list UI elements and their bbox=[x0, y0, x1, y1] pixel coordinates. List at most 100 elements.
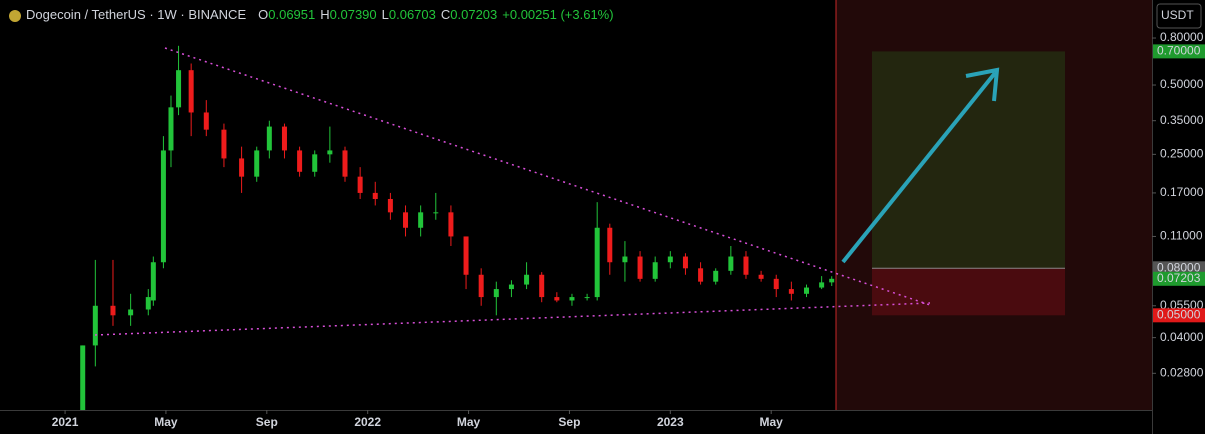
price-badge bbox=[1153, 308, 1205, 323]
candle-body bbox=[266, 126, 272, 151]
y-tick-label: 0.80000 bbox=[1160, 30, 1204, 44]
candle-body bbox=[297, 150, 303, 172]
low: 0.06703 bbox=[389, 7, 436, 22]
candle-body bbox=[743, 256, 749, 275]
candle-body bbox=[448, 212, 454, 237]
price-badge-label: 0.07203 bbox=[1157, 271, 1201, 285]
y-tick-label: 0.04000 bbox=[1160, 330, 1204, 344]
x-tick-label: 2022 bbox=[354, 415, 381, 429]
arrow bbox=[841, 67, 1000, 264]
close: 0.07203 bbox=[450, 7, 497, 22]
arrow-head bbox=[965, 67, 1000, 102]
candle-body bbox=[698, 268, 704, 282]
candle-body bbox=[128, 309, 134, 316]
coin-icon bbox=[9, 10, 21, 22]
price-badge-label: 0.05000 bbox=[1157, 307, 1201, 321]
candle-body bbox=[327, 150, 333, 155]
candle-body bbox=[312, 154, 318, 172]
low-label: L bbox=[382, 7, 389, 22]
candle-body bbox=[254, 150, 260, 177]
y-tick-label: 0.02800 bbox=[1160, 365, 1204, 379]
y-tick-label: 0.11000 bbox=[1160, 229, 1203, 243]
currency[interactable]: USDT bbox=[1161, 8, 1194, 22]
candle-body bbox=[773, 278, 779, 290]
y-tick-label: 0.17000 bbox=[1160, 185, 1204, 199]
y-tick-label: 0.35000 bbox=[1160, 113, 1204, 127]
candle-body bbox=[804, 287, 810, 294]
candle-body bbox=[622, 256, 628, 263]
candle-body bbox=[758, 274, 764, 279]
candle-body bbox=[493, 289, 499, 298]
candle-body bbox=[569, 297, 575, 301]
x-tick-label: May bbox=[760, 415, 784, 429]
lower-trendline bbox=[94, 302, 931, 336]
candle-body bbox=[357, 176, 363, 193]
upper-trendline bbox=[164, 47, 931, 306]
price-badge bbox=[1153, 44, 1205, 59]
x-tick-label: May bbox=[154, 415, 178, 429]
candle-body bbox=[176, 70, 182, 108]
price-badge-label: 0.08000 bbox=[1157, 260, 1201, 274]
x-tick-label: 2023 bbox=[657, 415, 684, 429]
candle-body bbox=[188, 70, 194, 113]
price-axis bbox=[1152, 0, 1205, 434]
candle-body bbox=[221, 129, 227, 159]
candle-body bbox=[168, 107, 174, 151]
price-badge-label: 0.70000 bbox=[1157, 44, 1201, 58]
high-label: H bbox=[320, 7, 329, 22]
candle-body bbox=[239, 158, 245, 177]
candle-body bbox=[788, 289, 794, 294]
high: 0.07390 bbox=[330, 7, 377, 22]
currency-button[interactable] bbox=[1156, 3, 1202, 29]
candle-body bbox=[607, 227, 613, 263]
price-badge bbox=[1153, 271, 1205, 286]
candle-body bbox=[728, 256, 734, 271]
candle-body bbox=[387, 198, 393, 213]
candle-body bbox=[539, 274, 545, 298]
axis-labels: 0.80000 0.50000 0.35000 0.25000 0.17000 0.110… bbox=[52, 30, 1205, 429]
candle-body bbox=[145, 297, 151, 310]
candle-body bbox=[478, 274, 484, 298]
x-tick-label: 2021 bbox=[52, 415, 79, 429]
candle-body bbox=[682, 256, 688, 269]
candle-body bbox=[92, 305, 98, 346]
candle-body bbox=[594, 227, 600, 298]
open: 0.06951 bbox=[268, 7, 315, 22]
candle-body bbox=[508, 284, 514, 290]
x-tick-label: Sep bbox=[558, 415, 580, 429]
candle-body bbox=[160, 150, 166, 263]
candle-body bbox=[403, 212, 409, 228]
open-label: O bbox=[258, 7, 268, 22]
candle-body bbox=[584, 297, 590, 299]
candle-body bbox=[819, 282, 825, 288]
x-tick-label: May bbox=[457, 415, 481, 429]
y-tick-label: 0.50000 bbox=[1160, 77, 1204, 91]
symbol: Dogecoin / TetherUS · 1W · BINANCE bbox=[26, 7, 246, 22]
close-label: C bbox=[441, 7, 450, 22]
arrow-shaft bbox=[841, 71, 997, 264]
candle-body bbox=[150, 262, 156, 301]
candle-body bbox=[713, 270, 719, 282]
candle-body bbox=[418, 212, 424, 228]
candle-body bbox=[637, 256, 643, 279]
header: Dogecoin / TetherUS · 1W · BINANCE O0.069… bbox=[26, 7, 614, 22]
x-tick-label: Sep bbox=[256, 415, 278, 429]
target-zone bbox=[872, 51, 1065, 269]
candle-body bbox=[652, 262, 658, 279]
candle-body bbox=[80, 345, 86, 410]
candle-body bbox=[554, 297, 560, 301]
plot bbox=[80, 45, 1065, 410]
candle-body bbox=[110, 305, 116, 316]
candle-body bbox=[463, 236, 469, 275]
candle-body bbox=[667, 256, 673, 263]
candle-body bbox=[372, 192, 378, 199]
candle-body bbox=[433, 212, 439, 214]
y-tick-label: 0.25000 bbox=[1160, 147, 1204, 161]
candle-body bbox=[342, 150, 348, 177]
change: +0.00251 (+3.61%) bbox=[502, 7, 613, 22]
candle-body bbox=[829, 278, 835, 283]
candle-body bbox=[281, 126, 287, 151]
